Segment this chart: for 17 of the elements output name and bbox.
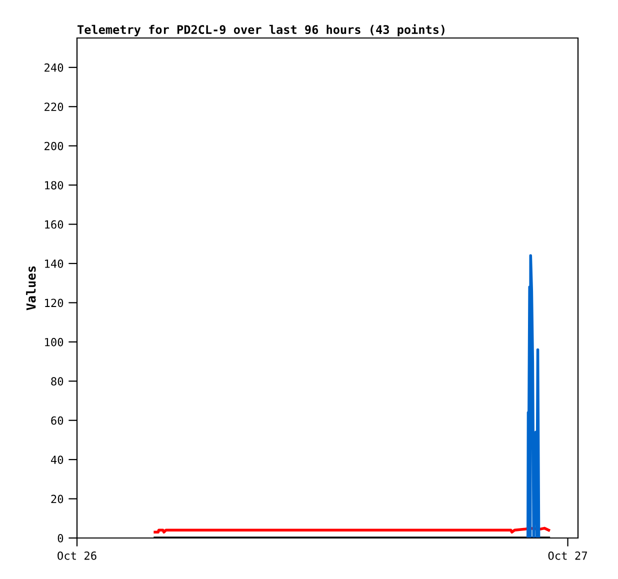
y-tick-label: 100: [45, 338, 64, 346]
y-tick-label: 40: [50, 456, 64, 464]
y-tick-label: 200: [44, 142, 64, 150]
y-tick-label: 120: [45, 298, 64, 308]
y-tick-label: 0: [58, 534, 64, 542]
y-tick-label: 140: [45, 259, 64, 268]
y-tick-label: 20: [51, 494, 64, 504]
y-tick-label: 80: [51, 377, 64, 386]
x-tick-label: Oct 27: [548, 551, 588, 560]
x-tick-label: Oct 26: [58, 551, 96, 560]
y-tick-label: 60: [51, 416, 64, 425]
y-tick-label: 160: [45, 220, 64, 229]
y-tick-label: 180: [45, 181, 64, 190]
y-tick-label: 240: [44, 63, 64, 72]
chart-title: Telemetry for PD2CL-9 over last 96 hours (43 points): [78, 24, 444, 36]
y-tick-label: 220: [44, 102, 64, 112]
y-axis-title: Values: [26, 266, 36, 310]
